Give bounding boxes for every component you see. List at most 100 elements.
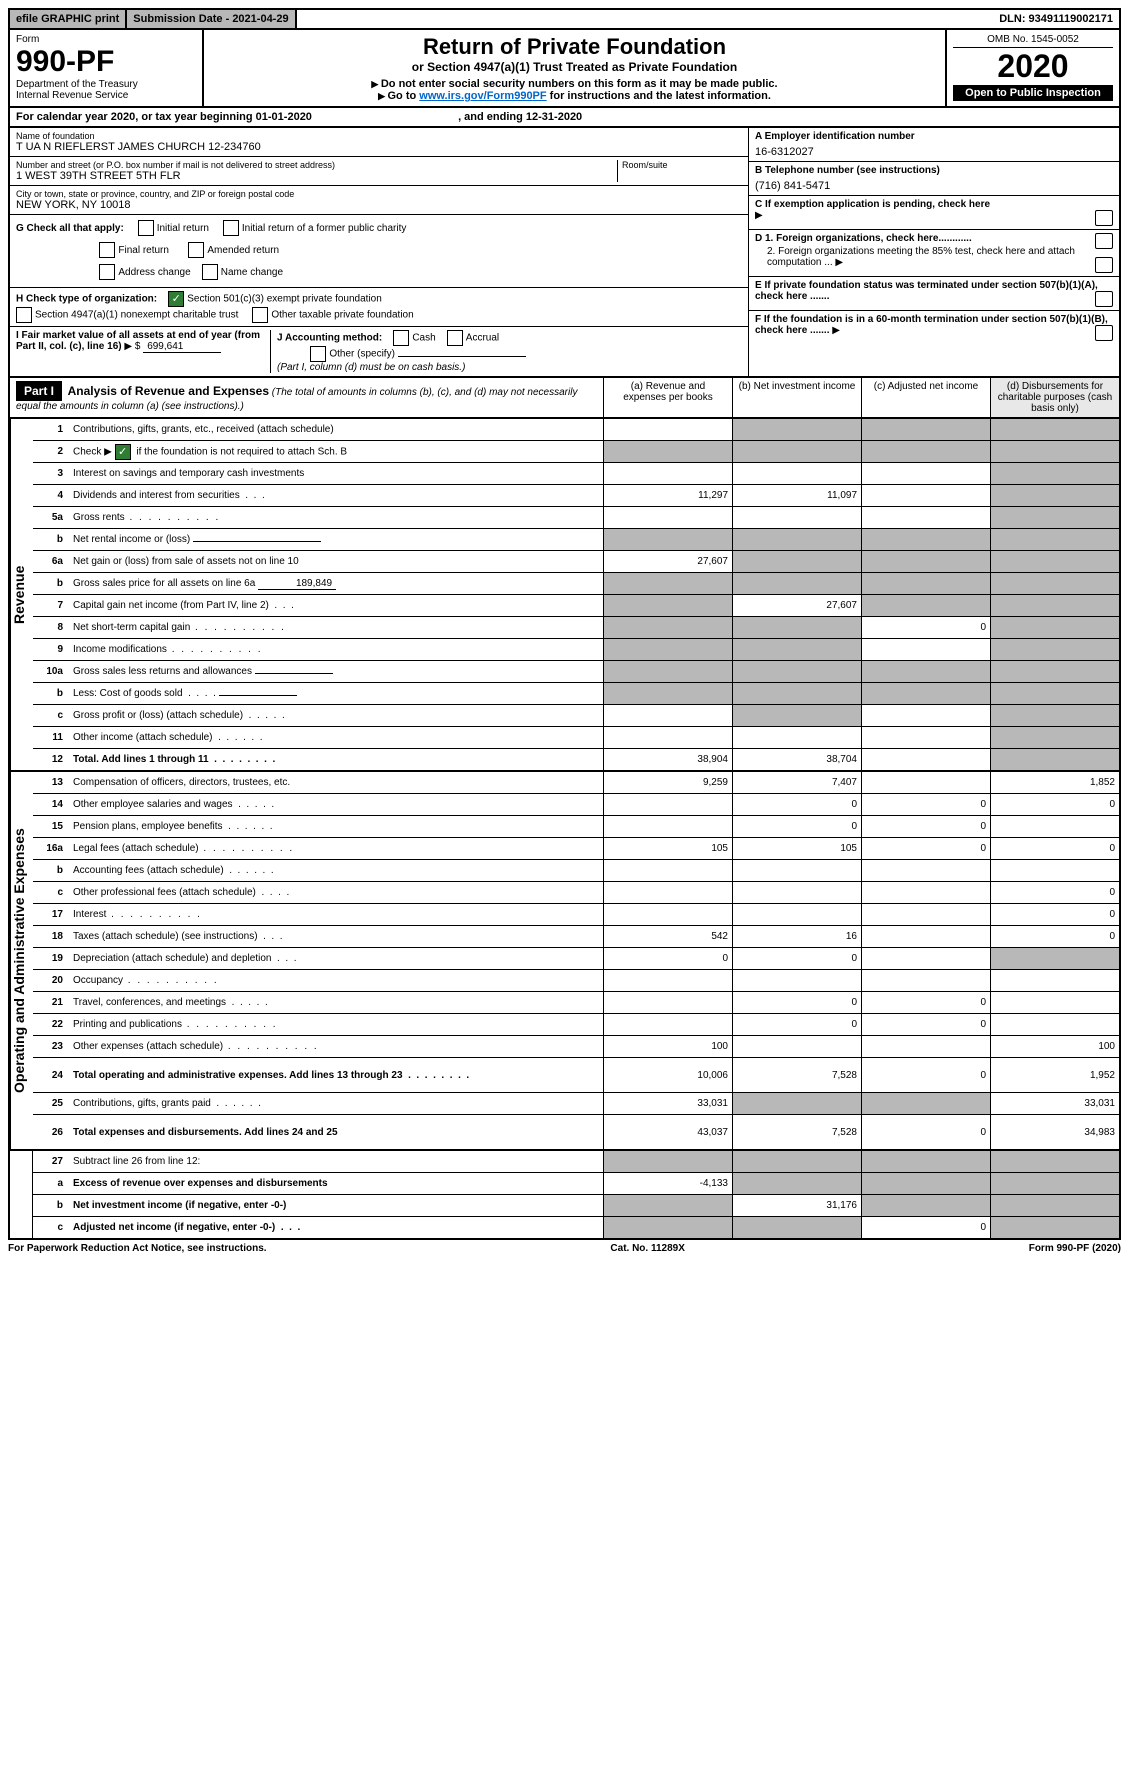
line-27c: Adjusted net income (if negative, enter … <box>69 1220 603 1235</box>
line-2: Check ▶ if the foundation is not require… <box>69 442 603 462</box>
cat-number: Cat. No. 11289X <box>610 1243 684 1254</box>
line-3: Interest on savings and temporary cash i… <box>69 466 603 481</box>
expenses-table: Operating and Administrative Expenses 13… <box>8 772 1121 1151</box>
part1-header: Part I Analysis of Revenue and Expenses … <box>8 378 1121 419</box>
addr-label: Number and street (or P.O. box number if… <box>16 160 617 170</box>
4947-checkbox[interactable] <box>16 307 32 323</box>
form-subtitle: or Section 4947(a)(1) Trust Treated as P… <box>210 60 939 74</box>
revenue-table: Revenue 1Contributions, gifts, grants, e… <box>8 419 1121 772</box>
form-word: Form <box>16 34 196 45</box>
tax-year: 2020 <box>953 48 1113 85</box>
initial-return-checkbox[interactable] <box>138 220 154 236</box>
a-label: A Employer identification number <box>755 131 1113 142</box>
line-11: Other income (attach schedule) . . . . .… <box>69 730 603 745</box>
name-change-checkbox[interactable] <box>202 264 218 280</box>
line-10c: Gross profit or (loss) (attach schedule)… <box>69 708 603 723</box>
other-method-checkbox[interactable] <box>310 346 326 362</box>
line-22: Printing and publications <box>69 1017 603 1032</box>
line-4: Dividends and interest from securities .… <box>69 488 603 503</box>
line-18: Taxes (attach schedule) (see instruction… <box>69 929 603 944</box>
line-21: Travel, conferences, and meetings . . . … <box>69 995 603 1010</box>
part1-title: Analysis of Revenue and Expenses <box>68 384 269 398</box>
page-footer: For Paperwork Reduction Act Notice, see … <box>8 1240 1121 1257</box>
paperwork-notice: For Paperwork Reduction Act Notice, see … <box>8 1243 267 1254</box>
line-17: Interest <box>69 907 603 922</box>
line-19: Depreciation (attach schedule) and deple… <box>69 951 603 966</box>
amended-return-checkbox[interactable] <box>188 242 204 258</box>
form-header: Form 990-PF Department of the Treasury I… <box>8 30 1121 108</box>
line-23: Other expenses (attach schedule) <box>69 1039 603 1054</box>
e-checkbox[interactable] <box>1095 291 1113 307</box>
line-9: Income modifications <box>69 642 603 657</box>
line-5b: Net rental income or (loss) <box>69 532 603 547</box>
goto-prefix: Go to <box>378 90 419 102</box>
d2-checkbox[interactable] <box>1095 257 1113 273</box>
line-25: Contributions, gifts, grants paid . . . … <box>69 1096 603 1111</box>
d1-label: D 1. Foreign organizations, check here..… <box>755 233 972 244</box>
foundation-name: T UA N RIEFLERST JAMES CHURCH 12-234760 <box>16 141 742 153</box>
warning-ssn: Do not enter social security numbers on … <box>210 78 939 90</box>
calendar-year-row: For calendar year 2020, or tax year begi… <box>8 108 1121 128</box>
efile-label[interactable]: efile GRAPHIC print <box>10 10 127 28</box>
part1-label: Part I <box>16 381 62 401</box>
line-24: Total operating and administrative expen… <box>69 1068 603 1083</box>
irs-link[interactable]: www.irs.gov/Form990PF <box>419 90 546 102</box>
d1-checkbox[interactable] <box>1095 233 1113 249</box>
top-bar: efile GRAPHIC print Submission Date - 20… <box>8 8 1121 30</box>
c-checkbox[interactable] <box>1095 210 1113 226</box>
line-16c: Other professional fees (attach schedule… <box>69 885 603 900</box>
b-label: B Telephone number (see instructions) <box>755 165 1113 176</box>
name-label: Name of foundation <box>16 131 742 141</box>
identity-grid: Name of foundation T UA N RIEFLERST JAME… <box>8 128 1121 378</box>
ein-value: 16-6312027 <box>755 146 1113 158</box>
line-16a: Legal fees (attach schedule) <box>69 841 603 856</box>
form-title: Return of Private Foundation <box>210 34 939 60</box>
expenses-sidebar: Operating and Administrative Expenses <box>10 772 33 1149</box>
f-label: F If the foundation is in a 60-month ter… <box>755 314 1108 336</box>
final-return-checkbox[interactable] <box>99 242 115 258</box>
i-label: I Fair market value of all assets at end… <box>16 330 260 352</box>
initial-former-checkbox[interactable] <box>223 220 239 236</box>
line-15: Pension plans, employee benefits . . . .… <box>69 819 603 834</box>
accrual-checkbox[interactable] <box>447 330 463 346</box>
dept-label: Department of the Treasury <box>16 79 196 90</box>
fmv-value: 699,641 <box>143 341 221 353</box>
line-1: Contributions, gifts, grants, etc., rece… <box>69 422 603 437</box>
line-14: Other employee salaries and wages . . . … <box>69 797 603 812</box>
line-6a: Net gain or (loss) from sale of assets n… <box>69 554 603 569</box>
line-27: Subtract line 26 from line 12: <box>69 1154 603 1169</box>
line-10b: Less: Cost of goods sold . . . . <box>69 686 603 701</box>
line-12: Total. Add lines 1 through 11 . . . . . … <box>69 752 603 767</box>
form-ref: Form 990-PF (2020) <box>1029 1243 1121 1254</box>
j-note: (Part I, column (d) must be on cash basi… <box>277 362 465 373</box>
line-5a: Gross rents <box>69 510 603 525</box>
line-26: Total expenses and disbursements. Add li… <box>69 1125 603 1140</box>
street-address: 1 WEST 39TH STREET 5TH FLR <box>16 170 617 182</box>
h-label: H Check type of organization: <box>16 294 157 305</box>
line-27a: Excess of revenue over expenses and disb… <box>69 1176 603 1191</box>
open-public: Open to Public Inspection <box>953 85 1113 101</box>
d2-label: 2. Foreign organizations meeting the 85%… <box>767 246 1075 268</box>
cash-checkbox[interactable] <box>393 330 409 346</box>
omb-number: OMB No. 1545-0052 <box>953 34 1113 48</box>
other-taxable-checkbox[interactable] <box>252 307 268 323</box>
c-label: C If exemption application is pending, c… <box>755 199 990 210</box>
form-number: 990-PF <box>16 45 196 79</box>
goto-suffix: for instructions and the latest informat… <box>547 90 771 102</box>
address-change-checkbox[interactable] <box>99 264 115 280</box>
col-c-header: (c) Adjusted net income <box>861 378 990 417</box>
room-label: Room/suite <box>622 160 742 170</box>
g-label: G Check all that apply: <box>16 223 124 234</box>
f-checkbox[interactable] <box>1095 325 1113 341</box>
col-a-header: (a) Revenue and expenses per books <box>603 378 732 417</box>
dln-label: DLN: 93491119002171 <box>993 10 1119 28</box>
irs-label: Internal Revenue Service <box>16 90 196 101</box>
501c3-checkbox[interactable] <box>168 291 184 307</box>
revenue-sidebar: Revenue <box>10 419 33 770</box>
line-8: Net short-term capital gain <box>69 620 603 635</box>
sch-b-checkbox[interactable] <box>115 444 131 460</box>
col-d-header: (d) Disbursements for charitable purpose… <box>990 378 1119 417</box>
line-6b: Gross sales price for all assets on line… <box>69 576 603 592</box>
net-table: 27Subtract line 26 from line 12: aExcess… <box>8 1151 1121 1240</box>
line-20: Occupancy <box>69 973 603 988</box>
